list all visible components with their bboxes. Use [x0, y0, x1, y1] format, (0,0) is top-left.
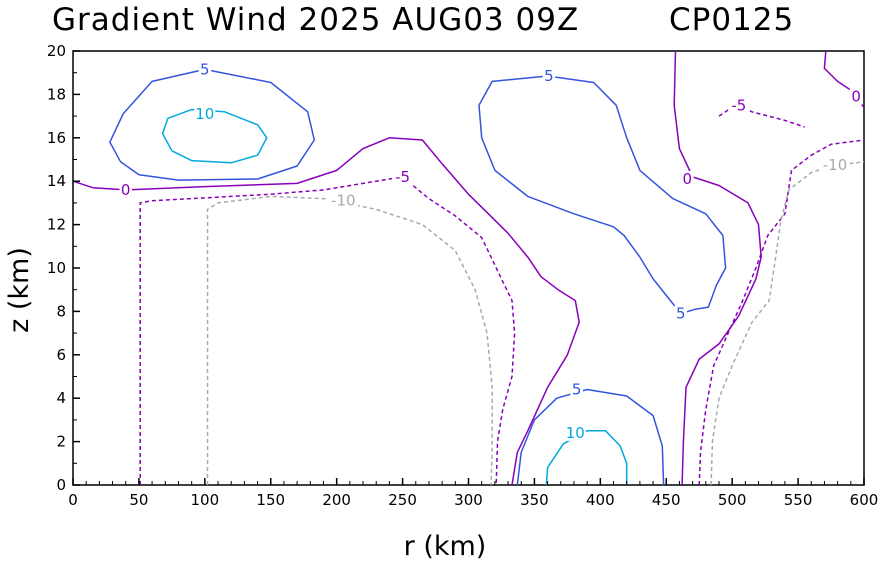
contour-line-5 [109, 68, 316, 181]
contour-line-10 [545, 430, 628, 486]
contour-label: 5 [544, 67, 554, 85]
contour-label: 0 [121, 181, 131, 199]
y-tick-label: 16 [47, 129, 66, 147]
x-tick-label: 100 [191, 491, 220, 509]
contour-label-bg [198, 61, 212, 78]
x-tick-label: 600 [850, 491, 879, 509]
y-tick-label: 2 [56, 433, 66, 451]
x-axis-label: r (km) [404, 531, 487, 561]
contour-label-bg [820, 156, 850, 173]
x-tick-label: 250 [388, 491, 417, 509]
y-tick-label: 6 [56, 346, 66, 364]
contour-label-bg [542, 68, 556, 84]
contour-line--10 [710, 160, 865, 486]
contour-lines [72, 50, 865, 486]
contour-label-bg [194, 105, 216, 122]
contour-line--5 [139, 176, 516, 486]
contour-line-0 [673, 50, 762, 486]
contour-label: 10 [566, 424, 585, 442]
contour-line-0 [72, 137, 580, 486]
contour-label-bg [849, 88, 863, 105]
chart-title: Gradient Wind 2025 AUG03 09Z [52, 2, 579, 38]
y-tick-label: 10 [47, 259, 66, 277]
contour-label: -10 [331, 192, 356, 210]
y-tick-label: 14 [47, 172, 66, 190]
storm-id: CP0125 [669, 2, 794, 38]
contour-label: -10 [823, 156, 848, 174]
x-tick-label: 50 [129, 491, 148, 509]
contour-label-bg [681, 171, 694, 187]
y-tick-label: 20 [47, 42, 66, 60]
x-tick-label: 500 [718, 491, 747, 509]
contour-line--5 [698, 139, 865, 486]
contour-label: 5 [200, 60, 210, 78]
plot-frame [72, 50, 865, 486]
contour-line-5 [516, 388, 665, 486]
contour-label: -5 [731, 96, 746, 114]
x-tick-label: 300 [454, 491, 483, 509]
x-tick-label: 400 [586, 491, 615, 509]
y-tick-label: 4 [56, 389, 66, 407]
x-tick-label: 350 [520, 491, 549, 509]
contour-label-bg [564, 424, 586, 441]
y-axis-label: z (km) [4, 247, 35, 333]
y-axis: 0 2 4 6 8 10 12 14 16 18 20 [47, 42, 80, 494]
contour-line--10 [206, 195, 493, 486]
y-tick-label: 8 [56, 302, 66, 320]
contour-label: 10 [195, 105, 214, 123]
contour-labels: 10 10 5 5 5 5 0 0 0 -5 -5 -10 -10 [119, 60, 863, 442]
x-tick-label: 0 [68, 491, 78, 509]
x-axis: 0 50 100 150 200 250 300 350 400 450 500 550 600 [68, 478, 878, 509]
contour-label-bg [119, 181, 132, 198]
contour-line-10 [161, 108, 268, 164]
contour-label-bg [392, 168, 414, 185]
contour-label-bg [728, 97, 750, 114]
contour-label: 5 [572, 381, 582, 399]
contour-label: 0 [683, 170, 693, 188]
contour-label: 0 [851, 88, 861, 106]
y-tick-label: 18 [47, 85, 66, 103]
contour-label: -5 [395, 168, 410, 186]
contour-label-bg [328, 192, 358, 209]
x-tick-label: 200 [322, 491, 351, 509]
contour-label: 5 [676, 305, 686, 323]
y-tick-label: 12 [47, 216, 66, 234]
x-tick-label: 150 [256, 491, 285, 509]
contour-line-5 [478, 75, 727, 315]
contour-label-bg [570, 381, 583, 398]
x-tick-label: 550 [784, 491, 813, 509]
contour-label-bg [674, 305, 687, 322]
x-tick-label: 450 [652, 491, 681, 509]
y-tick-label: 0 [56, 476, 66, 494]
